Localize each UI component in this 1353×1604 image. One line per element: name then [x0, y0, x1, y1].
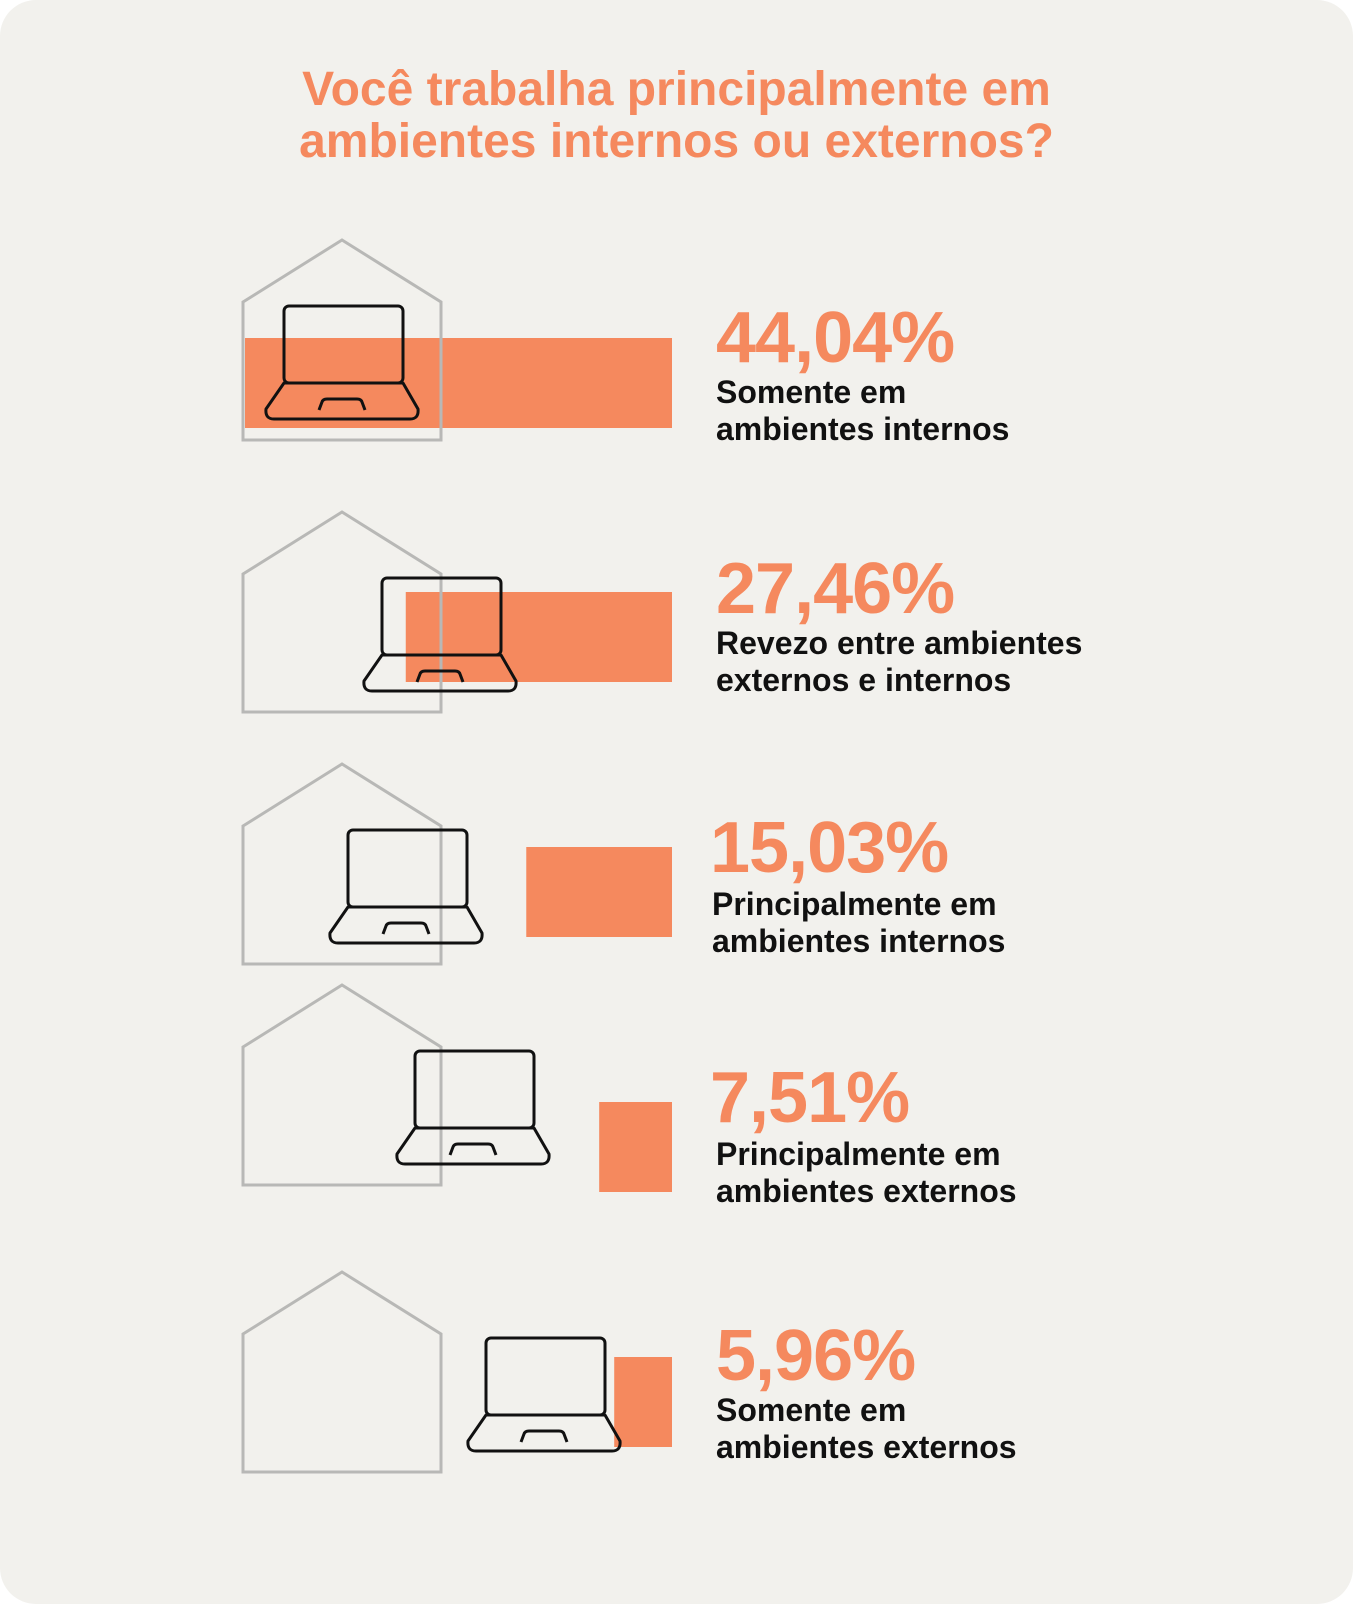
laptop-icon — [264, 304, 420, 421]
laptop-icon — [466, 1336, 622, 1453]
bar — [405, 592, 672, 682]
laptop-touchpad — [317, 397, 367, 411]
house-outline — [241, 238, 443, 442]
value-label: 5,96% — [716, 1316, 916, 1396]
laptop-touchpad — [448, 1142, 498, 1156]
category-label-line: ambientes internos — [716, 411, 1010, 447]
laptop-screen — [413, 1049, 536, 1130]
category-label-line: externos e internos — [716, 662, 1012, 698]
house-outline-icon — [241, 510, 443, 714]
value-label: 27,46% — [716, 549, 955, 629]
bar — [614, 1357, 672, 1447]
laptop-icon — [395, 1049, 551, 1166]
category-label-line: Principalmente em — [712, 886, 997, 922]
category-label-line: Principalmente em — [716, 1136, 1001, 1172]
house-outline — [241, 510, 443, 714]
category-label: Principalmente em ambientes externos — [716, 1136, 1017, 1210]
house-outline-icon — [241, 983, 443, 1187]
category-label: Somente em ambientes internos — [716, 374, 1009, 448]
category-label: Principalmente em ambientes internos — [712, 886, 1005, 960]
house-outline — [241, 1270, 443, 1474]
laptop-icon — [328, 828, 484, 945]
laptop-screen — [346, 828, 469, 909]
laptop-touchpad — [415, 669, 465, 683]
laptop-base — [328, 905, 484, 945]
chart-title: Você trabalha principalmente em ambiente… — [0, 64, 1353, 168]
laptop-touchpad — [519, 1429, 569, 1443]
house-outline — [241, 762, 443, 966]
category-label-line: ambientes internos — [712, 923, 1006, 959]
bar — [599, 1102, 672, 1192]
title-line-1: Você trabalha principalmente em — [302, 63, 1051, 116]
value-label: 15,03% — [710, 808, 949, 888]
laptop-touchpad — [381, 921, 431, 935]
category-label-line: Somente em — [716, 374, 907, 410]
category-label-line: ambientes externos — [716, 1429, 1017, 1465]
title-line-2: ambientes internos ou externos? — [299, 115, 1054, 168]
house-outline-icon — [241, 238, 443, 442]
value-label: 44,04% — [716, 298, 955, 378]
category-label: Revezo entre ambientes externos e intern… — [716, 625, 1082, 699]
category-label-line: ambientes externos — [716, 1173, 1017, 1209]
laptop-base — [466, 1413, 622, 1453]
category-label-line: Somente em — [716, 1392, 907, 1428]
laptop-base — [264, 381, 420, 421]
laptop-base — [395, 1126, 551, 1166]
bar — [526, 847, 672, 937]
category-label-line: Revezo entre ambientes — [716, 625, 1083, 661]
laptop-icon — [362, 576, 518, 693]
house-outline-icon — [241, 1270, 443, 1474]
house-outline-icon — [241, 762, 443, 966]
house-outline — [241, 983, 443, 1187]
laptop-screen — [484, 1336, 607, 1417]
laptop-base — [362, 653, 518, 693]
category-label: Somente em ambientes externos — [716, 1392, 1017, 1466]
value-label: 7,51% — [710, 1058, 910, 1138]
